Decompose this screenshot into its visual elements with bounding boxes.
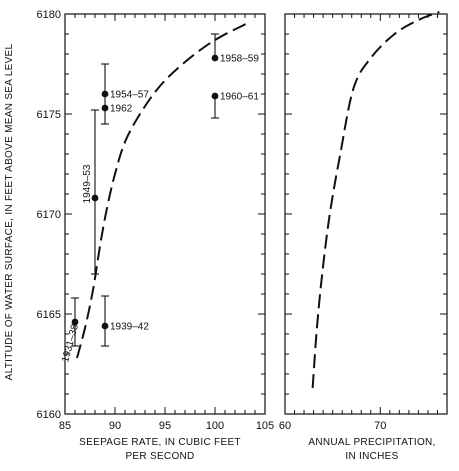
right-curve-path — [311, 11, 440, 389]
data-point-label: 1958–59 — [220, 54, 259, 65]
right-x-axis-label-line1: ANNUAL PRECIPITATION, — [308, 437, 435, 448]
left-x-tick-label: 95 — [159, 420, 171, 432]
data-point-marker — [101, 104, 109, 112]
left-curve-path — [76, 21, 251, 359]
data-point-label: 1939–42 — [110, 322, 149, 333]
right-x-tick-label: 60 — [279, 420, 291, 432]
left-y-tick-label: 6165 — [37, 309, 61, 321]
left-x-tick-label: 90 — [109, 420, 121, 432]
left-x-tick-label: 105 — [256, 420, 274, 432]
data-point-label: 1960–61 — [220, 92, 259, 103]
data-point-1954-57: 1954–57 — [101, 63, 149, 125]
left-x-axis-label-line1: SEEPAGE RATE, IN CUBIC FEET — [79, 437, 241, 448]
data-point-marker — [101, 322, 109, 330]
left-y-tick-label: 6170 — [37, 209, 61, 221]
right-plot-frame — [284, 13, 448, 415]
data-point-marker — [101, 90, 109, 98]
data-point-label: 1949–53 — [82, 164, 93, 203]
left-y-tick-label: 6180 — [37, 9, 61, 21]
data-point-1960-61: 1960–61 — [211, 92, 259, 119]
data-point-1939-42: 1939–42 — [101, 295, 149, 347]
right-axis-ticks: 60 70 — [279, 13, 448, 432]
left-y-tick-label: 6160 — [37, 409, 61, 421]
data-point-label: 1962 — [110, 104, 133, 115]
data-point-label: 1954–57 — [110, 90, 149, 101]
left-dashed-curve — [76, 21, 251, 359]
data-point-1958-59: 1958–59 — [211, 33, 259, 65]
left-x-tick-label: 100 — [206, 420, 224, 432]
right-x-tick-label: 70 — [374, 420, 386, 432]
data-point-1962: 1962 — [101, 104, 133, 115]
right-panel: 60 70 ANNUAL PRECIPITATION, IN INCHES — [279, 11, 448, 462]
right-dashed-curve — [311, 11, 440, 389]
data-point-marker — [91, 194, 99, 202]
data-point-1949-53: 1949–53 — [82, 109, 99, 275]
left-axis-ticks: 85 90 95 100 105 6160 6165 6170 6175 6180 — [37, 9, 275, 432]
right-x-axis-label-line2: IN INCHES — [345, 451, 398, 462]
left-y-axis-label: ALTITUDE OF WATER SURFACE, IN FEET ABOVE… — [4, 43, 15, 380]
left-x-axis-label-line2: PER SECOND — [125, 451, 194, 462]
left-x-tick-label: 85 — [59, 420, 71, 432]
data-point-marker — [211, 54, 219, 62]
data-point-marker — [71, 318, 79, 326]
left-data-points: 1931–38 1939–421949–531954–5719621958–591… — [60, 33, 259, 364]
data-point-marker — [211, 92, 219, 100]
left-y-tick-label: 6175 — [37, 109, 61, 121]
